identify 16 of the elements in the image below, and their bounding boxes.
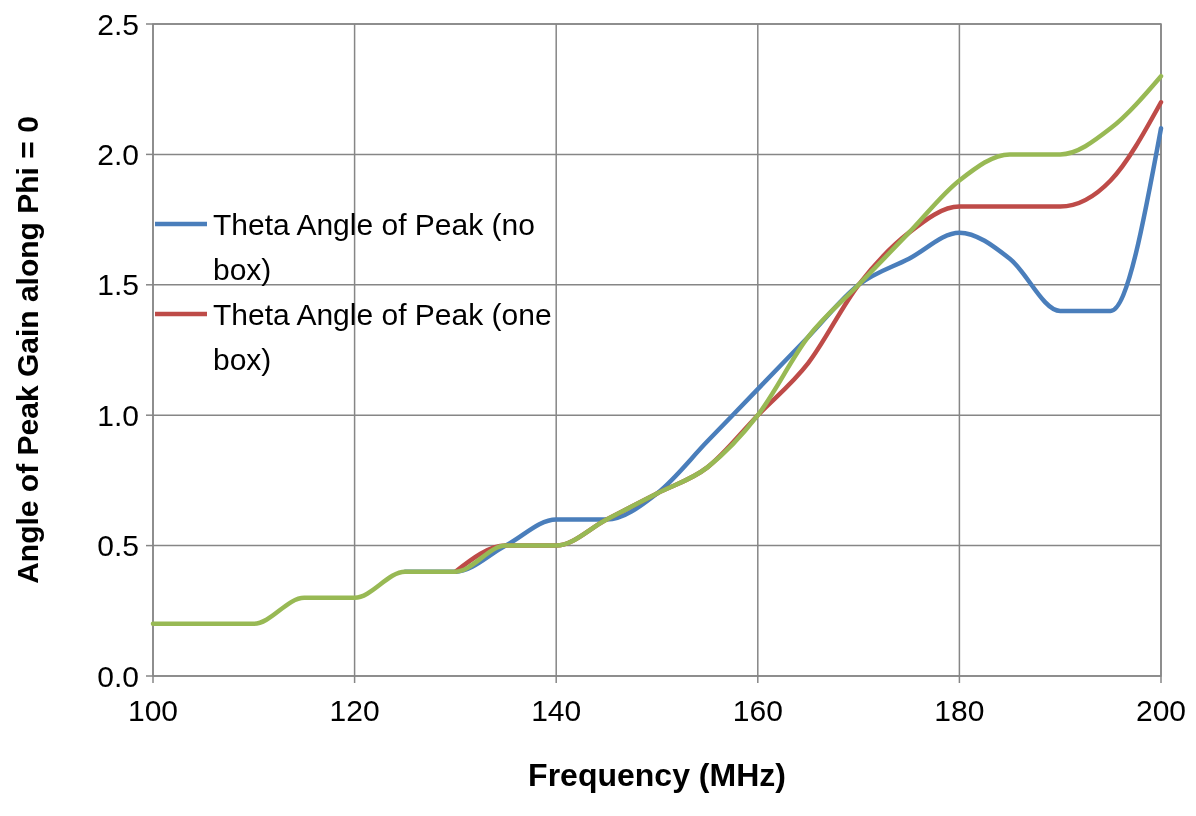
y-tick-label: 0.5 (97, 529, 139, 563)
y-axis-title: Angle of Peak Gain along Phi = 0 (11, 116, 44, 584)
x-tick-label: 120 (329, 694, 380, 727)
x-tick-label: 200 (1135, 694, 1187, 727)
x-tick-label: 140 (531, 694, 582, 727)
legend-label: Theta Angle of Peak (one box) (213, 297, 552, 376)
y-tick-label: 2.0 (97, 137, 139, 171)
y-tick-label: 0.0 (97, 659, 139, 693)
y-tick-label: 1.0 (97, 398, 139, 432)
x-tick-label: 180 (934, 694, 985, 727)
y-tick-label: 2.5 (97, 7, 139, 41)
legend-label: Theta Angle of Peak (no box) (213, 207, 535, 286)
x-axis-title: Frequency (MHz) (528, 757, 786, 793)
x-tick-label: 160 (732, 694, 783, 727)
x-tick-label: 100 (127, 694, 179, 727)
y-tick-label: 1.5 (97, 268, 139, 302)
